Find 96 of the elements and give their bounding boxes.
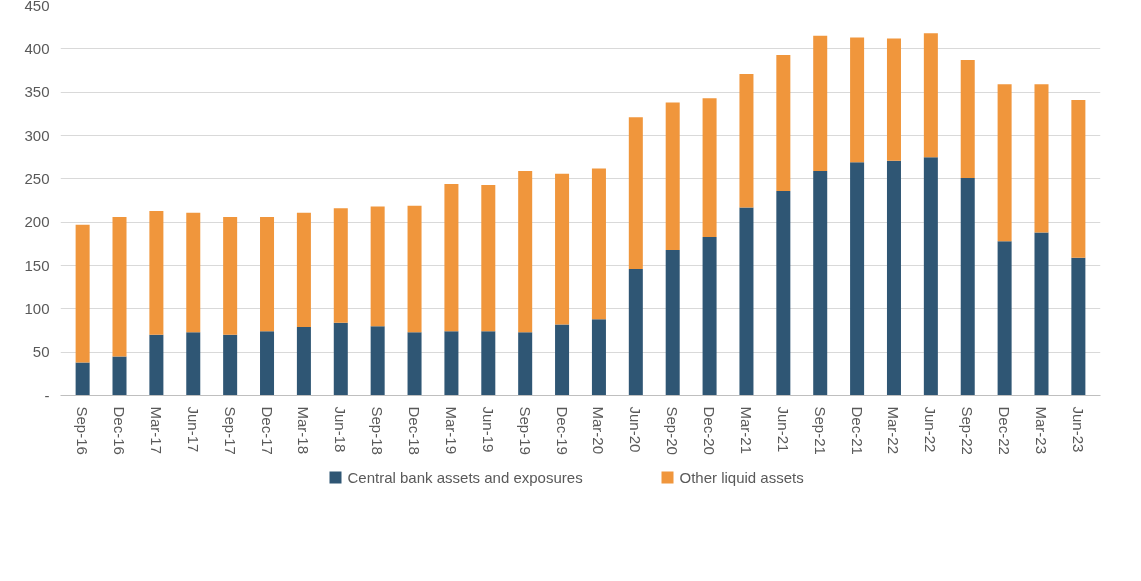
bar [1034, 84, 1049, 233]
bar [628, 117, 643, 269]
bar [407, 332, 422, 396]
bar [260, 216, 275, 332]
x-tick-label: Mar-19 [442, 406, 460, 455]
y-tick-label: 300 [24, 126, 50, 144]
bar [75, 224, 90, 363]
bar [518, 332, 533, 396]
bar [223, 334, 238, 396]
bar [591, 168, 606, 320]
bar [481, 331, 496, 396]
bar [296, 327, 311, 396]
x-tick-label: Jun-21 [774, 406, 792, 453]
x-tick-label: Dec-20 [701, 406, 719, 455]
bar [518, 171, 533, 333]
bar [260, 331, 275, 396]
bar [702, 236, 717, 396]
bar [739, 207, 754, 396]
y-tick-label: 150 [24, 256, 50, 274]
bar [112, 216, 127, 357]
bar [776, 54, 791, 191]
x-tick-label: Dec-19 [553, 406, 571, 455]
bar [75, 362, 90, 396]
bar [555, 173, 570, 325]
x-tick-label: Dec-21 [848, 406, 866, 455]
x-tick-label: Jun-18 [332, 406, 350, 453]
bar [444, 184, 459, 332]
bar [886, 38, 901, 161]
x-tick-label: Sep-22 [959, 406, 977, 455]
x-tick-label: Dec-17 [258, 406, 276, 455]
bar [739, 73, 754, 208]
bar [1071, 257, 1086, 396]
bar [813, 35, 828, 172]
x-tick-label: Jun-20 [627, 406, 645, 453]
x-tick-label: Mar-17 [147, 406, 165, 455]
bar [555, 324, 570, 396]
bar [665, 102, 680, 250]
x-tick-label: Sep-21 [811, 406, 829, 455]
x-tick-label: Dec-18 [406, 406, 424, 455]
bar [370, 326, 385, 396]
x-tick-label: Jun-19 [479, 406, 497, 453]
bar [296, 212, 311, 328]
x-tick-label: Sep-17 [221, 406, 239, 455]
bar [923, 33, 938, 158]
bar [923, 157, 938, 396]
bar [333, 208, 348, 323]
bar [407, 205, 422, 333]
x-tick-label: Dec-22 [996, 406, 1014, 455]
bar [186, 212, 201, 333]
y-tick-label: 450 [24, 0, 50, 14]
y-tick-label: 200 [24, 213, 50, 231]
bar [591, 319, 606, 396]
bar [1071, 99, 1086, 258]
bar [481, 184, 496, 332]
x-tick-label: Mar-20 [590, 406, 608, 455]
bar [960, 177, 975, 396]
y-tick-label: 350 [24, 83, 50, 101]
y-tick-label: 400 [24, 39, 50, 57]
bar [333, 322, 348, 396]
bar [665, 249, 680, 396]
legend-label: Other liquid assets [679, 469, 804, 486]
bar [702, 98, 717, 237]
x-tick-label: Jun-23 [1069, 406, 1087, 453]
x-tick-label: Dec-16 [111, 406, 129, 455]
bar [149, 210, 164, 335]
bar [112, 356, 127, 396]
x-tick-label: Sep-18 [369, 406, 387, 455]
bar [850, 37, 865, 163]
x-tick-label: Jun-22 [922, 406, 940, 453]
bar [1034, 232, 1049, 396]
x-tick-label: Jun-17 [184, 406, 202, 453]
bar [186, 332, 201, 396]
legend-label: Central bank assets and exposures [347, 469, 583, 486]
bar [444, 331, 459, 396]
x-tick-label: Sep-19 [516, 406, 534, 455]
x-tick-label: Sep-20 [664, 406, 682, 455]
y-tick-label: 100 [24, 299, 50, 317]
x-tick-label: Sep-16 [74, 406, 92, 455]
bar [997, 84, 1012, 242]
bar [997, 241, 1012, 396]
x-tick-label: Mar-22 [885, 406, 903, 455]
bar [223, 216, 238, 335]
bar [628, 268, 643, 396]
y-tick-label: - [44, 386, 50, 404]
bar [850, 162, 865, 396]
bar [960, 60, 975, 178]
x-tick-label: Mar-21 [737, 406, 755, 455]
bar [813, 171, 828, 396]
bar [149, 334, 164, 396]
y-tick-label: 50 [32, 343, 50, 361]
x-tick-label: Mar-18 [295, 406, 313, 455]
y-tick-label: 250 [24, 169, 50, 187]
x-tick-label: Mar-23 [1032, 406, 1050, 455]
bar [370, 206, 385, 327]
bar [776, 190, 791, 396]
bar [886, 160, 901, 396]
